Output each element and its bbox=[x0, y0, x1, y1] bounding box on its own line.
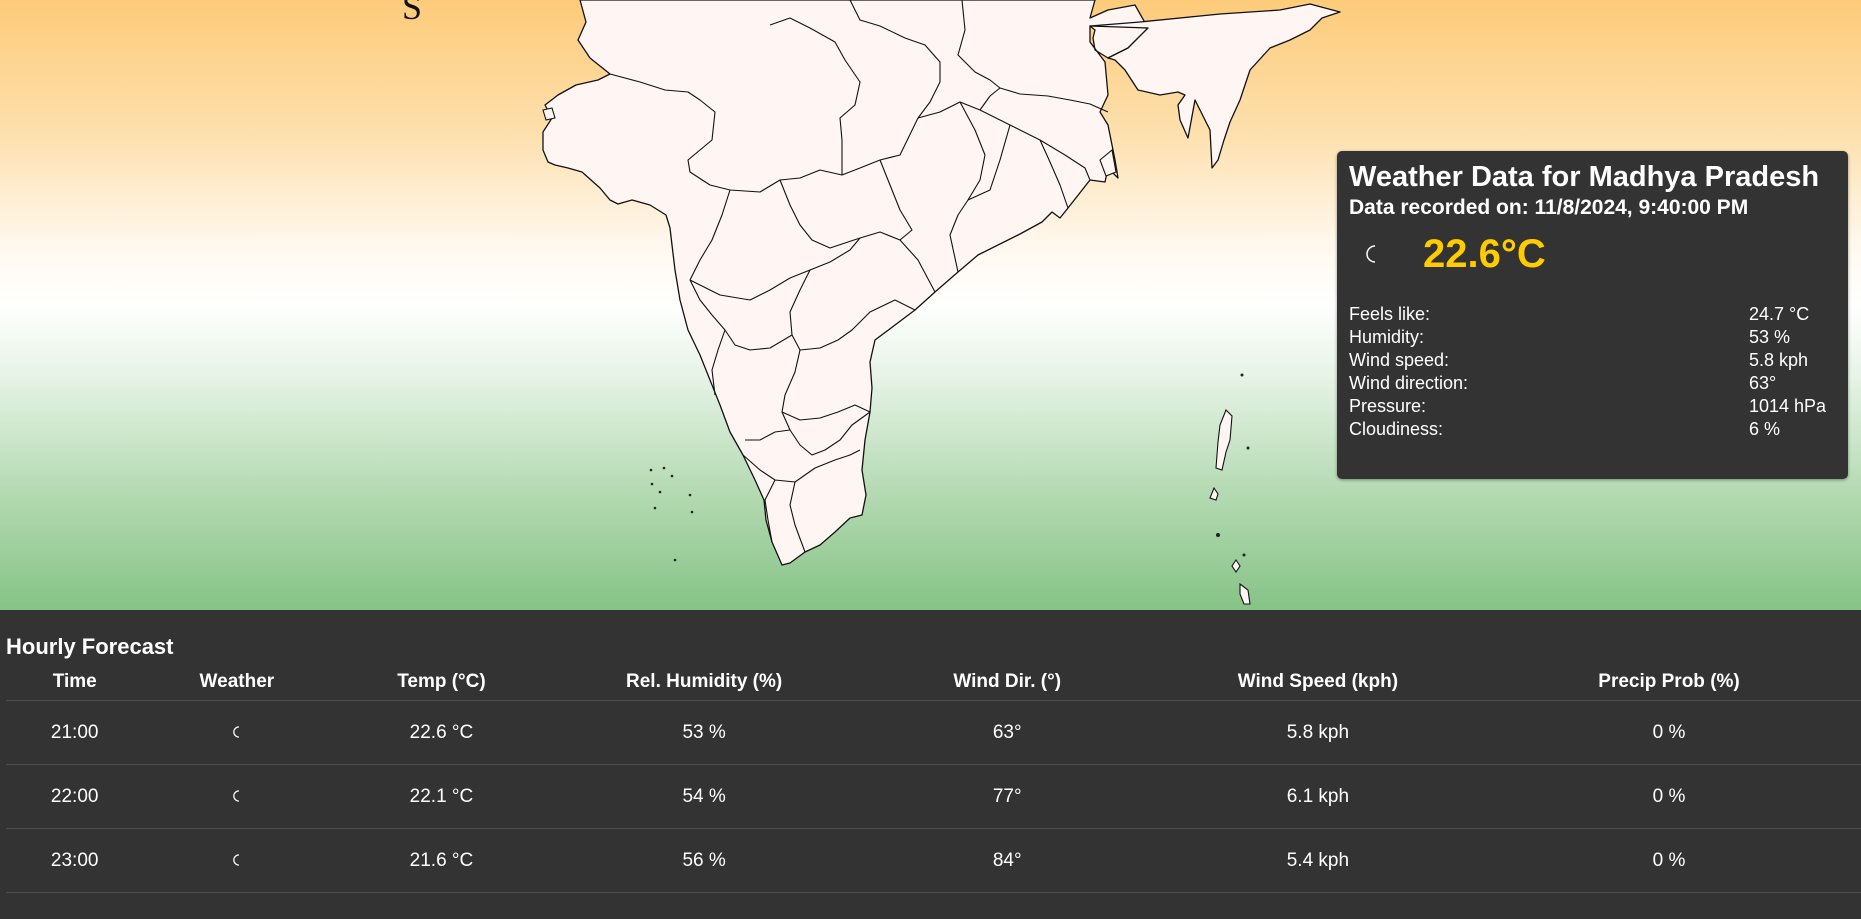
cell-humidity: 54 % bbox=[552, 764, 856, 829]
column-header-time: Time bbox=[6, 664, 144, 701]
cell-precip: 0 % bbox=[1477, 764, 1861, 829]
detail-label: Humidity: bbox=[1349, 327, 1425, 347]
detail-value: 53 % bbox=[1749, 327, 1791, 347]
india-state-map[interactable] bbox=[0, 0, 1861, 610]
column-header-temp: Temp (°C) bbox=[330, 664, 553, 701]
weather-card: Weather Data for Madhya Pradesh Data rec… bbox=[1337, 151, 1848, 479]
cell-wind-dir: 84° bbox=[855, 828, 1159, 893]
card-recorded-time: Data recorded on: 11/8/2024, 9:40:00 PM bbox=[1349, 196, 1749, 219]
column-header-weather: Weather bbox=[143, 664, 331, 701]
table-row: 22:00 22.1 °C 54 % 77° 6.1 kph 0 % bbox=[6, 764, 1861, 829]
cell-humidity: 56 % bbox=[552, 828, 856, 893]
northeast-states[interactable] bbox=[1089, 3, 1341, 169]
detail-label: Cloudiness: bbox=[1349, 419, 1444, 439]
cell-weather bbox=[143, 828, 331, 893]
detail-wind-direction: Wind direction: 63° bbox=[1349, 372, 1836, 395]
forecast-table: Time Weather Temp (°C) Rel. Humidity (%)… bbox=[6, 664, 1861, 893]
cell-humidity: 53 % bbox=[552, 700, 856, 765]
gujarat-coast-islets bbox=[542, 107, 1117, 177]
cell-time: 22:00 bbox=[6, 764, 144, 829]
crescent-moon-icon bbox=[233, 790, 239, 803]
cell-weather bbox=[143, 700, 331, 765]
detail-value: 1014 hPa bbox=[1749, 396, 1827, 416]
cell-time: 21:00 bbox=[6, 700, 144, 765]
detail-wind-speed: Wind speed: 5.8 kph bbox=[1349, 349, 1836, 372]
detail-value: 24.7 °C bbox=[1749, 304, 1810, 324]
cell-wind-dir: 63° bbox=[855, 700, 1159, 765]
cell-precip: 0 % bbox=[1477, 828, 1861, 893]
column-header-humidity: Rel. Humidity (%) bbox=[552, 664, 856, 701]
state-borders bbox=[609, 0, 1109, 553]
detail-value: 6 % bbox=[1749, 419, 1781, 439]
cell-weather bbox=[143, 764, 331, 829]
detail-value: 63° bbox=[1749, 373, 1777, 393]
detail-label: Pressure: bbox=[1349, 396, 1427, 416]
detail-feels-like: Feels like: 24.7 °C bbox=[1349, 303, 1836, 326]
map-corner-glyph: S bbox=[402, 0, 423, 27]
card-title: Weather Data for Madhya Pradesh bbox=[1349, 161, 1820, 193]
table-header-row: Time Weather Temp (°C) Rel. Humidity (%)… bbox=[6, 664, 1861, 701]
cell-temp: 22.6 °C bbox=[330, 700, 553, 765]
crescent-moon-icon bbox=[233, 726, 239, 739]
weather-details: Feels like: 24.7 °C Humidity: 53 % Wind … bbox=[1349, 303, 1836, 441]
detail-label: Wind speed: bbox=[1349, 350, 1450, 370]
detail-humidity: Humidity: 53 % bbox=[1349, 326, 1836, 349]
cell-wind-speed: 6.1 kph bbox=[1158, 764, 1478, 829]
current-temperature: 22.6°C bbox=[1423, 231, 1546, 276]
cell-temp: 22.1 °C bbox=[330, 764, 553, 829]
table-row: 21:00 22.6 °C 53 % 63° 5.8 kph 0 % bbox=[6, 700, 1861, 765]
cell-precip: 0 % bbox=[1477, 700, 1861, 765]
lakshadweep-islands bbox=[649, 466, 694, 562]
india-mainland[interactable] bbox=[542, 0, 1149, 566]
cell-wind-speed: 5.4 kph bbox=[1158, 828, 1478, 893]
detail-label: Wind direction: bbox=[1349, 373, 1469, 393]
column-header-wind-dir: Wind Dir. (°) bbox=[855, 664, 1159, 701]
forecast-title: Hourly Forecast bbox=[6, 634, 174, 659]
detail-pressure: Pressure: 1014 hPa bbox=[1349, 395, 1836, 418]
cell-temp: 21.6 °C bbox=[330, 828, 553, 893]
detail-value: 5.8 kph bbox=[1749, 350, 1809, 370]
cell-wind-dir: 77° bbox=[855, 764, 1159, 829]
andaman-nicobar-islands bbox=[1209, 373, 1251, 605]
cell-wind-speed: 5.8 kph bbox=[1158, 700, 1478, 765]
table-row: 23:00 21.6 °C 56 % 84° 5.4 kph 0 % bbox=[6, 828, 1861, 893]
hourly-forecast-panel: Hourly Forecast Time Weather Temp (°C) R… bbox=[0, 610, 1861, 919]
detail-cloudiness: Cloudiness: 6 % bbox=[1349, 418, 1836, 441]
column-header-wind-speed: Wind Speed (kph) bbox=[1158, 664, 1478, 701]
current-conditions: 22.6°C bbox=[1349, 227, 1836, 281]
crescent-moon-icon bbox=[1366, 245, 1376, 263]
cell-time: 23:00 bbox=[6, 828, 144, 893]
detail-label: Feels like: bbox=[1349, 304, 1431, 324]
column-header-precip: Precip Prob (%) bbox=[1477, 664, 1861, 701]
crescent-moon-icon bbox=[233, 854, 239, 867]
